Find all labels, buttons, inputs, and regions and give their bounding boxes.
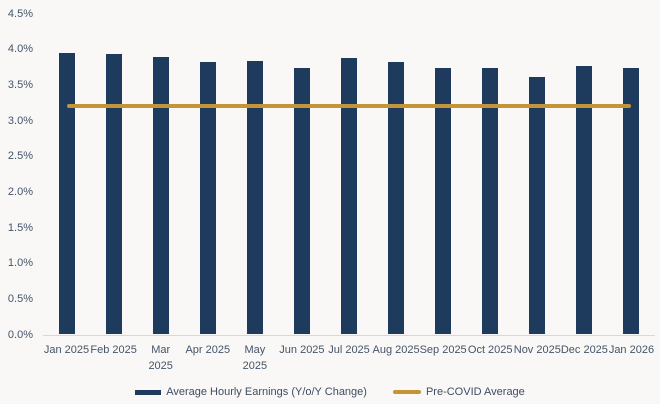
x-axis-line	[43, 335, 655, 336]
legend-item-line-series: Pre-COVID Average	[392, 386, 525, 398]
x-tick-label: Oct 2025	[467, 344, 513, 356]
x-tick-label: Mar 2025	[148, 344, 173, 372]
bar-aug-2025	[388, 62, 405, 335]
bar-apr-2025	[199, 62, 216, 335]
x-tick-label: Jul 2025	[328, 344, 370, 356]
y-tick-label: 3.0%	[7, 114, 33, 127]
x-tick-label: Dec 2025	[560, 344, 608, 356]
x-tick-label: Jan 2026	[608, 344, 655, 356]
x-tick-label: Jun 2025	[279, 344, 325, 356]
y-tick-label: 4.0%	[7, 43, 33, 56]
x-tick-label: Apr 2025	[185, 344, 231, 356]
bar-jun-2025	[293, 68, 310, 335]
pre-covid-average-line	[66, 104, 632, 109]
legend-bar-series-label: Average Hourly Earnings (Y/o/Y Change)	[166, 386, 367, 398]
bar-jan-2025	[58, 52, 75, 335]
y-tick-label: 2.5%	[7, 150, 33, 163]
bar-jan-2026	[623, 67, 640, 335]
legend-item-bar-series: Average Hourly Earnings (Y/o/Y Change)	[135, 386, 367, 398]
x-tick-label: Jan 2025	[43, 344, 90, 356]
x-tick-label: May 2025	[242, 344, 268, 372]
bar-oct-2025	[482, 67, 499, 335]
x-tick-label: Sep 2025	[419, 344, 467, 356]
y-tick-label: 3.5%	[7, 78, 33, 91]
y-tick-label: 4.5%	[7, 7, 33, 20]
y-tick-label: 0.0%	[7, 328, 33, 341]
bar-mar-2025	[152, 57, 169, 335]
bar-series-swatch-icon	[135, 389, 162, 395]
bar-sep-2025	[435, 68, 452, 335]
bar-nov-2025	[529, 76, 546, 335]
legend: Average Hourly Earnings (Y/o/Y Change) P…	[0, 383, 660, 401]
y-tick-label: 2.0%	[7, 185, 33, 198]
bar-may-2025	[246, 60, 263, 335]
y-tick-label: 1.0%	[7, 257, 33, 270]
bar-dec-2025	[576, 66, 593, 335]
x-tick-label: Nov 2025	[513, 344, 561, 356]
x-tick-label: Aug 2025	[372, 344, 420, 356]
y-tick-label: 1.5%	[7, 221, 33, 234]
line-series-swatch-icon	[392, 390, 421, 394]
bar-jul-2025	[341, 57, 357, 335]
legend-line-series-label: Pre-COVID Average	[425, 386, 525, 398]
x-tick-label: Feb 2025	[90, 344, 137, 356]
bar-feb-2025	[105, 54, 122, 335]
y-tick-label: 0.5%	[7, 292, 33, 305]
